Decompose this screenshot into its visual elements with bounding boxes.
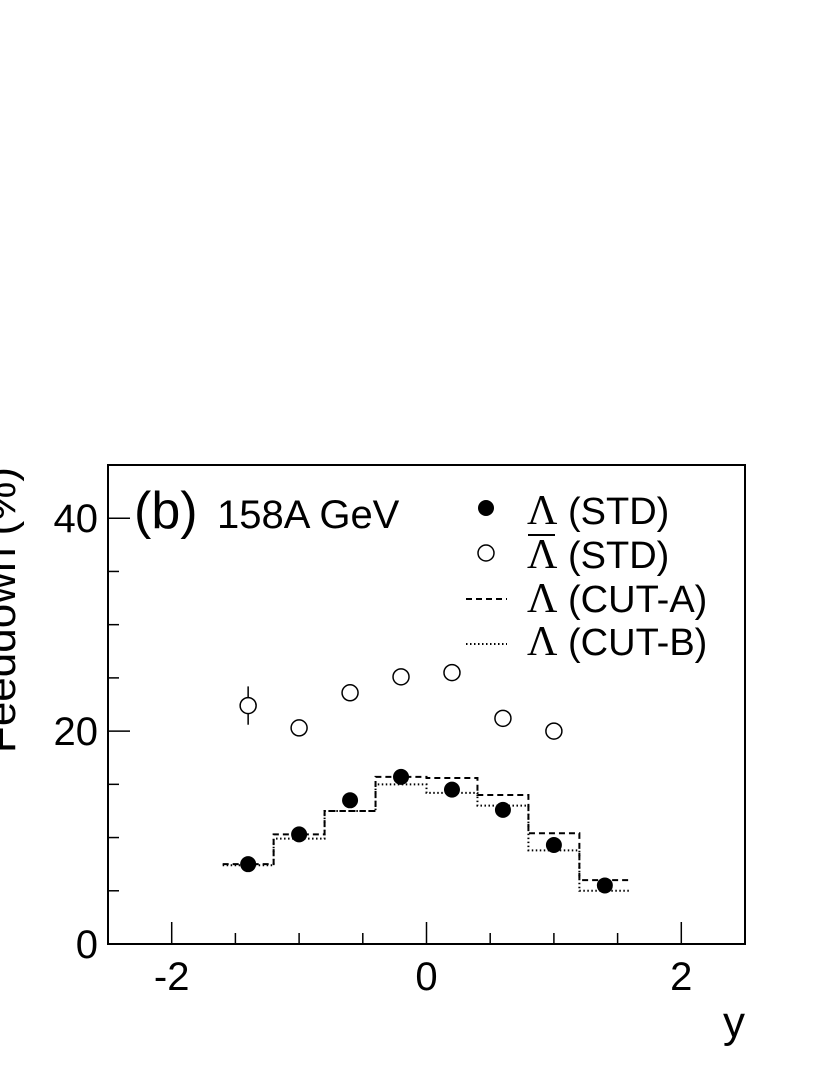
y-tick-label: 0 (76, 923, 98, 967)
legend-label: (STD) (557, 491, 669, 533)
legend-symbol-lambda: Λ (527, 576, 558, 622)
data-point-filled (443, 781, 460, 798)
data-point-open (392, 668, 410, 686)
legend-label: (STD) (557, 535, 669, 577)
data-point-open (341, 684, 359, 702)
legend-marker-antilambda-std (477, 544, 495, 562)
data-point-filled (596, 877, 613, 894)
x-tick-label: 2 (670, 955, 692, 999)
data-point-open (545, 722, 563, 740)
legend-entry-lambda-std: Λ (STD) (527, 488, 669, 534)
histogram-line (222, 775, 631, 882)
data-point-open (290, 719, 308, 737)
legend-marker-lambda-std (478, 500, 494, 516)
x-tick-label: -2 (154, 955, 190, 999)
x-tick-label: 0 (415, 955, 437, 999)
data-point-filled (545, 837, 562, 854)
legend-entry-lambda-cut-a: Λ (CUT-A) (527, 576, 707, 622)
data-markers (239, 663, 613, 894)
y-tick-label: 40 (54, 497, 99, 541)
panel-label: (b) (134, 482, 198, 540)
legend-symbol-lambda: Λ (527, 488, 558, 534)
legend-entry-lambda-cut-b: Λ (CUT-B) (527, 619, 707, 665)
data-point-filled (494, 801, 511, 818)
data-point-filled (342, 792, 359, 809)
data-point-filled (240, 856, 257, 873)
legend-symbol-lambda: Λ (527, 619, 558, 665)
histogram-line (222, 783, 631, 892)
legend: Λ (STD) Λ (STD) Λ (CUT-A) Λ (CUT-B) (466, 488, 707, 665)
legend-entry-antilambda-std: Λ (STD) (527, 532, 669, 578)
data-point-open (239, 696, 257, 715)
legend-label: (CUT-B) (557, 622, 707, 664)
data-point-open (494, 709, 512, 728)
y-tick-label: 20 (54, 710, 99, 754)
histograms (222, 775, 631, 892)
data-point-filled (393, 768, 410, 785)
legend-symbol-antilambda: Λ (527, 532, 558, 578)
y-axis-title: Feeddown (%) (0, 467, 25, 753)
data-point-filled (291, 826, 308, 843)
x-axis-title: y (723, 998, 745, 1047)
energy-label: 158A GeV (217, 493, 400, 537)
data-point-open (443, 663, 461, 682)
legend-label: (CUT-A) (557, 579, 707, 621)
